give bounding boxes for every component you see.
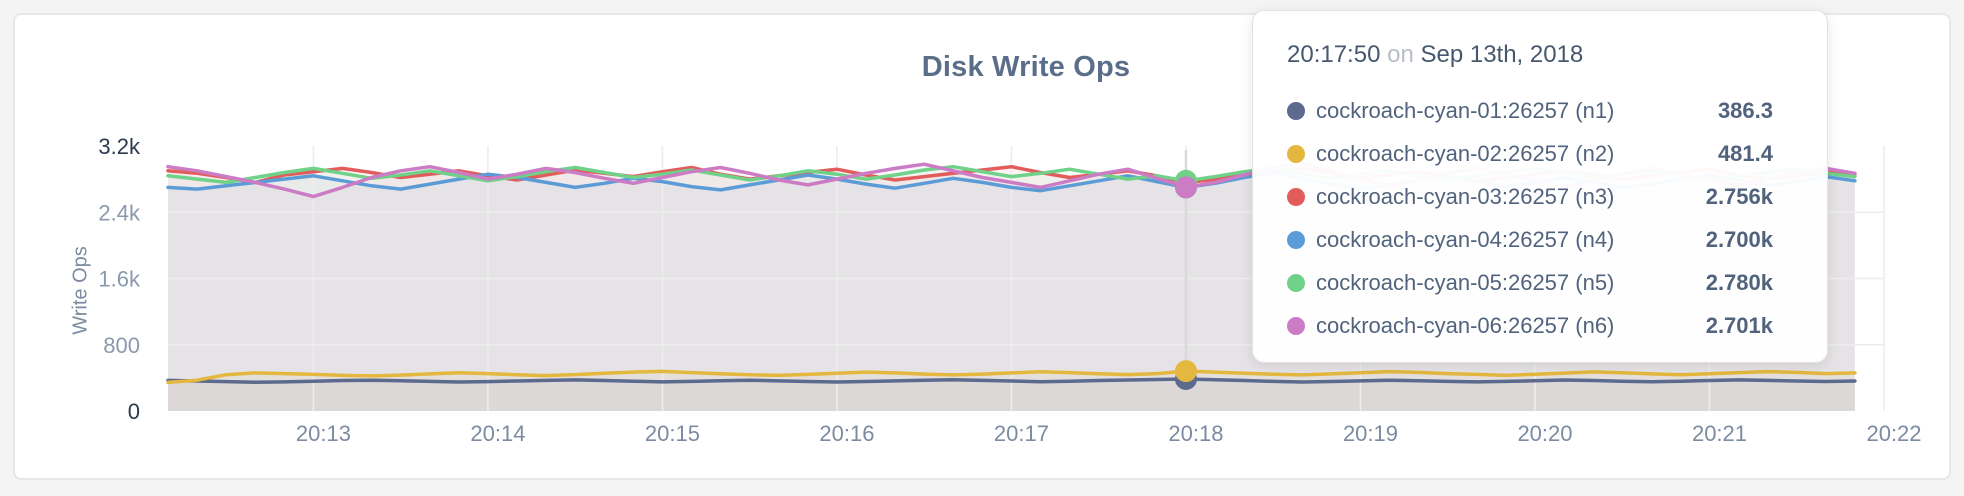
series-value: 386.3	[1717, 97, 1773, 123]
chart-tooltip: 20:17:50 on Sep 13th, 2018 cockroach-cya…	[1252, 10, 1828, 363]
x-tick-label: 20:20	[1517, 421, 1572, 446]
series-value: 2.700k	[1705, 226, 1773, 252]
series-value: 481.4	[1717, 140, 1773, 166]
tooltip-series-row: cockroach-cyan-02:26257 (n2) 481.4	[1287, 132, 1773, 175]
series-line	[166, 377, 1857, 384]
tooltip-time: 20:17:50	[1287, 41, 1381, 68]
x-tick-label: 20:14	[470, 421, 525, 446]
series-color-dot-icon	[1287, 316, 1305, 335]
series-label: cockroach-cyan-02:26257 (n2)	[1316, 140, 1615, 166]
tooltip-series-row: cockroach-cyan-06:26257 (n6) 2.701k	[1287, 304, 1773, 347]
series-label: cockroach-cyan-05:26257 (n5)	[1316, 269, 1615, 295]
x-tick-label: 20:15	[645, 421, 700, 446]
hover-point-dot	[1174, 360, 1197, 383]
x-tick-label: 20:17	[994, 421, 1049, 446]
series-line	[166, 369, 1857, 385]
chart-title: Disk Write Ops	[921, 51, 1131, 83]
series-label: cockroach-cyan-06:26257 (n6)	[1316, 312, 1615, 338]
x-tick-label: 20:18	[1168, 421, 1223, 446]
x-tick-label: 20:19	[1343, 421, 1398, 446]
tooltip-series-row: cockroach-cyan-04:26257 (n4) 2.700k	[1287, 218, 1773, 261]
series-value: 2.756k	[1705, 183, 1773, 209]
series-label: cockroach-cyan-03:26257 (n3)	[1316, 183, 1615, 209]
series-value: 2.780k	[1705, 269, 1773, 295]
y-tick-label: 2.4k	[98, 200, 141, 225]
hover-point-dot	[1174, 176, 1197, 199]
series-color-dot-icon	[1287, 230, 1305, 249]
tooltip-timestamp: 20:17:50 on Sep 13th, 2018	[1287, 41, 1773, 69]
series-color-dot-icon	[1287, 187, 1305, 206]
tooltip-series-row: cockroach-cyan-01:26257 (n1) 386.3	[1287, 89, 1773, 132]
x-tick-label: 20:13	[296, 421, 351, 446]
x-tick-label: 20:22	[1866, 421, 1921, 446]
tooltip-conjunction: on	[1387, 41, 1414, 68]
series-label: cockroach-cyan-04:26257 (n4)	[1316, 226, 1615, 252]
tooltip-series-list: cockroach-cyan-01:26257 (n1) 386.3 cockr…	[1287, 89, 1773, 347]
series-color-dot-icon	[1287, 101, 1305, 120]
y-tick-label: 0	[128, 399, 140, 424]
tooltip-series-row: cockroach-cyan-05:26257 (n5) 2.780k	[1287, 261, 1773, 304]
y-tick-label: 800	[103, 333, 140, 358]
x-tick-label: 20:16	[819, 421, 874, 446]
series-label: cockroach-cyan-01:26257 (n1)	[1316, 97, 1615, 123]
series-value: 2.701k	[1705, 312, 1773, 338]
y-tick-label: 3.2k	[98, 134, 141, 159]
tooltip-date: Sep 13th, 2018	[1420, 41, 1584, 68]
series-color-dot-icon	[1287, 273, 1305, 292]
series-color-dot-icon	[1287, 144, 1305, 163]
y-tick-label: 1.6k	[98, 267, 141, 292]
tooltip-series-row: cockroach-cyan-03:26257 (n3) 2.756k	[1287, 175, 1773, 218]
x-tick-label: 20:21	[1692, 421, 1747, 446]
